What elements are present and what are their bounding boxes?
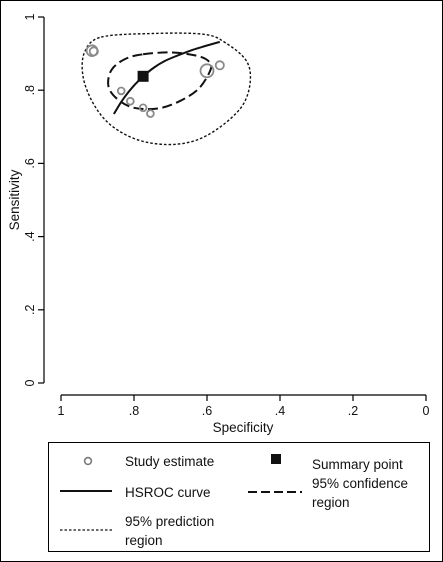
confidence-region-contour — [107, 51, 213, 111]
hsroc-curve-line — [113, 40, 221, 115]
legend-confidence-region-label-line1: 95% confidence — [312, 476, 408, 491]
y-tick-label: 1 — [23, 13, 37, 20]
legend-summary-point-marker — [271, 454, 281, 464]
study-estimate-point — [146, 109, 155, 118]
legend-summary-point-label: Summary point — [312, 457, 403, 472]
x-tick-label: .2 — [348, 404, 358, 418]
study-estimate-point — [88, 46, 99, 57]
study-estimate-point — [126, 96, 135, 106]
x-tick-label: .8 — [129, 404, 139, 418]
x-tick-label: .4 — [275, 404, 285, 418]
legend-prediction-region-label-line1: 95% prediction — [125, 514, 214, 529]
x-tick-label: 1 — [58, 404, 65, 418]
study-estimate-point — [138, 103, 148, 113]
legend-study-estimate-marker — [83, 456, 93, 466]
legend-hsroc-curve-label: HSROC curve — [125, 485, 211, 500]
prediction-region-contour — [81, 32, 252, 146]
y-tick-label: .8 — [23, 85, 37, 95]
legend-prediction-region-label-line2: region — [125, 533, 163, 548]
legend-box — [48, 442, 430, 552]
x-tick-label: .6 — [202, 404, 212, 418]
y-tick-label: .2 — [23, 305, 37, 315]
legend-study-estimate-label: Study estimate — [125, 454, 214, 469]
study-estimate-point — [214, 60, 225, 71]
y-tick-label: 0 — [23, 379, 37, 386]
y-axis-label: Sensitivity — [7, 169, 22, 230]
legend-confidence-region-label-line2: region — [312, 495, 350, 510]
x-axis-ticks: 1 .8 .6 .4 .2 0 — [58, 395, 430, 418]
y-tick-label: .6 — [23, 158, 37, 168]
plot-area: 0 .2 .4 .6 .8 1 1 .8 .6 .4 .2 0 — [23, 13, 430, 418]
study-estimate-point — [116, 86, 126, 96]
legend: Study estimate Summary point HSROC curve… — [48, 442, 430, 552]
study-estimate-point — [199, 63, 215, 79]
summary-point-marker — [137, 70, 149, 82]
x-axis-label: Specificity — [213, 420, 274, 435]
y-axis-ticks: 0 .2 .4 .6 .8 1 — [23, 13, 44, 386]
y-tick-label: .4 — [23, 231, 37, 241]
x-tick-label: 0 — [423, 404, 430, 418]
series-layer — [81, 32, 252, 146]
